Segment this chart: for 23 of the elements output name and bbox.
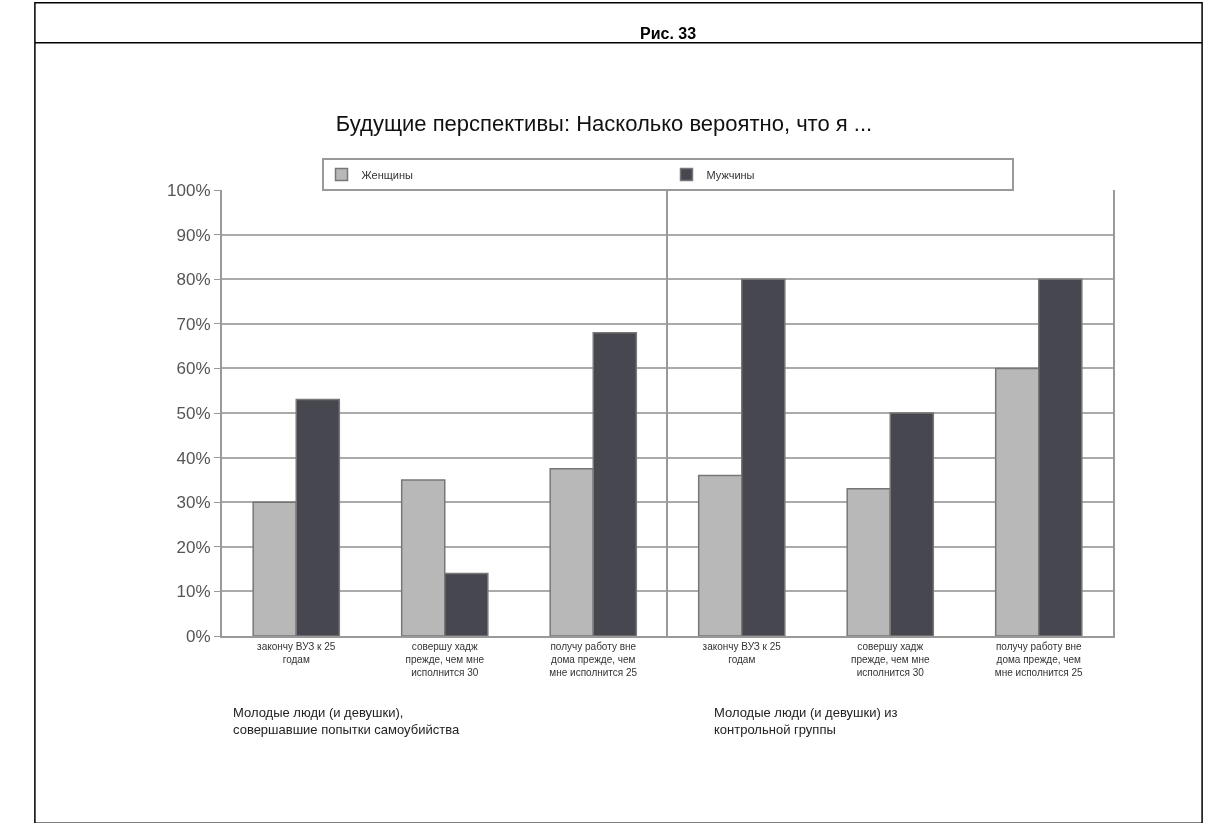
x-axis-title: Молодые люди (и девушки) из контрольной группы xyxy=(714,705,898,737)
x-tick-label: совершу хадж прежде, чем мне исполнится 30 xyxy=(405,641,485,678)
y-tick-label: 30% xyxy=(176,493,211,513)
legend-label: Женщины xyxy=(361,168,413,181)
x-tick-label: закончу ВУЗ к 25 годам xyxy=(702,641,782,665)
text: Рис. 33 xyxy=(640,25,697,42)
x-axis-title: Молодые люди (и девушки), совершавшие попытки самоубийства xyxy=(233,705,460,737)
x-tick-label: совершу хадж прежде, чем мне исполнится 30 xyxy=(851,641,930,678)
y-tick-label: 60% xyxy=(176,359,211,379)
legend-label: Мужчины xyxy=(706,168,755,181)
y-tick-label: 0% xyxy=(186,626,211,646)
y-tick-label: 80% xyxy=(176,270,211,290)
y-tick-label: 40% xyxy=(176,448,211,468)
y-tick-label: 50% xyxy=(176,403,211,423)
x-tick-label: получу работу вне дома прежде, чем мне исполнится 25 xyxy=(549,641,638,678)
chart-title: Будущие перспективы: Насколько вероятно, что я ... xyxy=(335,111,873,137)
y-tick-label: 20% xyxy=(176,537,211,557)
y-tick-label: 100% xyxy=(167,180,211,200)
x-tick-label: получу работу вне дома прежде, чем мне исполнится 25 xyxy=(994,641,1084,678)
x-tick-label: закончу ВУЗ к 25 годам xyxy=(257,641,336,665)
y-tick-label: 90% xyxy=(176,225,211,245)
y-tick-label: 70% xyxy=(176,314,211,334)
y-tick-label: 10% xyxy=(176,582,211,602)
